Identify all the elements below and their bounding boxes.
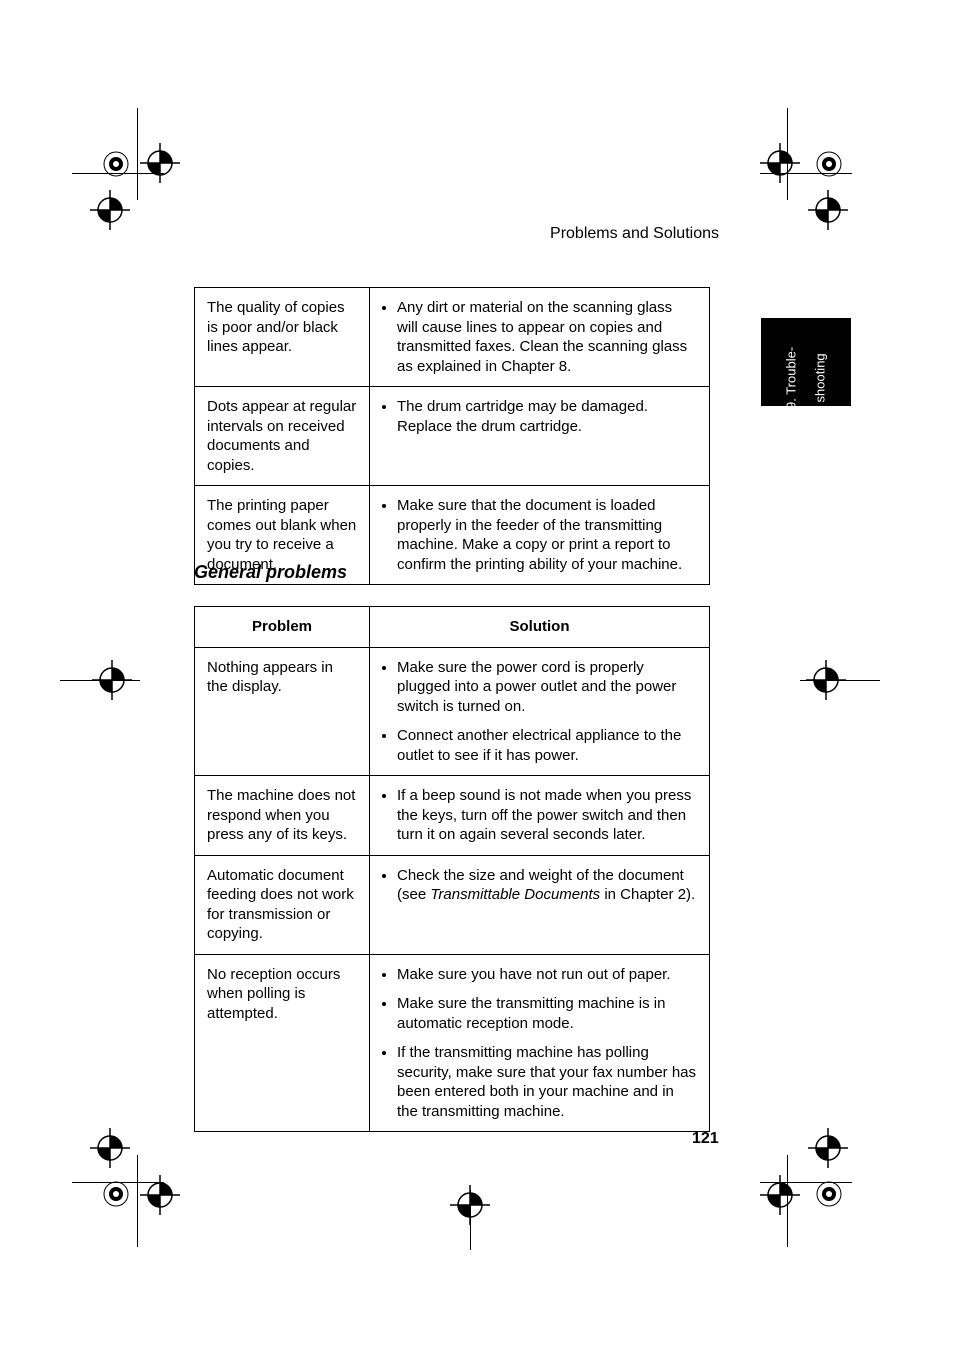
solution-cell: Any dirt or material on the scanning gla… [370, 288, 710, 387]
solution-cell: Make sure the power cord is properly plu… [370, 647, 710, 776]
col-header-problem: Problem [195, 607, 370, 648]
registration-mark-icon [760, 143, 800, 183]
registration-mark-icon [808, 190, 848, 230]
registration-mark-icon [90, 190, 130, 230]
problem-cell: The quality of copies is poor and/or bla… [195, 288, 370, 387]
general-problems-table: Problem Solution Nothing appears in the … [194, 606, 710, 1132]
table-row: No reception occurs when polling is atte… [195, 954, 710, 1132]
solution-item: Make sure the power cord is properly plu… [397, 658, 697, 717]
registration-target-icon [815, 150, 843, 178]
table-row: The machine does not respond when you pr… [195, 776, 710, 856]
section-heading-general-problems: General problems [194, 562, 347, 583]
solution-item: The drum cartridge may be damaged. Repla… [397, 397, 697, 436]
troubleshoot-table-continued: The quality of copies is poor and/or bla… [194, 287, 710, 585]
solution-cell: Check the size and weight of the documen… [370, 855, 710, 954]
table-row: Automatic document feeding does not work… [195, 855, 710, 954]
solution-item: Make sure that the document is loaded pr… [397, 496, 697, 574]
problem-cell: Nothing appears in the display. [195, 647, 370, 776]
table-row: Dots appear at regular intervals on rece… [195, 387, 710, 486]
thumb-tab-line1: 9. Trouble- [784, 347, 799, 409]
col-header-solution: Solution [370, 607, 710, 648]
solution-cell: Make sure that the document is loaded pr… [370, 486, 710, 585]
problem-cell: No reception occurs when polling is atte… [195, 954, 370, 1132]
solution-cell: The drum cartridge may be damaged. Repla… [370, 387, 710, 486]
page: Problems and Solutions 9. Trouble- shoot… [0, 0, 954, 1351]
solution-item: If the transmitting machine has polling … [397, 1043, 697, 1121]
registration-mark-icon [450, 1185, 490, 1225]
running-title: Problems and Solutions [550, 225, 719, 243]
registration-target-icon [815, 1180, 843, 1208]
thumb-tab-label: 9. Trouble- shooting [770, 339, 841, 439]
registration-mark-icon [140, 143, 180, 183]
registration-target-icon [102, 1180, 130, 1208]
registration-mark-icon [90, 1128, 130, 1168]
thumb-tab: 9. Trouble- shooting [761, 318, 851, 406]
solution-item: Check the size and weight of the documen… [397, 866, 697, 905]
solution-cell: If a beep sound is not made when you pre… [370, 776, 710, 856]
registration-mark-icon [808, 1128, 848, 1168]
registration-mark-icon [92, 660, 132, 700]
registration-target-icon [102, 150, 130, 178]
solution-cell: Make sure you have not run out of paper.… [370, 954, 710, 1132]
registration-mark-icon [760, 1175, 800, 1215]
solution-item: Connect another electrical appliance to … [397, 726, 697, 765]
solution-item: Any dirt or material on the scanning gla… [397, 298, 697, 376]
problem-cell: The machine does not respond when you pr… [195, 776, 370, 856]
table-header-row: Problem Solution [195, 607, 710, 648]
registration-mark-icon [806, 660, 846, 700]
table-row: The quality of copies is poor and/or bla… [195, 288, 710, 387]
problem-cell: Dots appear at regular intervals on rece… [195, 387, 370, 486]
problem-cell: Automatic document feeding does not work… [195, 855, 370, 954]
registration-mark-icon [140, 1175, 180, 1215]
table-row: Nothing appears in the display. Make sure… [195, 647, 710, 776]
solution-item: Make sure you have not run out of paper. [397, 965, 697, 985]
thumb-tab-line2: shooting [812, 353, 827, 402]
solution-item: Make sure the transmitting machine is in… [397, 994, 697, 1033]
page-number: 121 [692, 1130, 719, 1148]
solution-item: If a beep sound is not made when you pre… [397, 786, 697, 845]
